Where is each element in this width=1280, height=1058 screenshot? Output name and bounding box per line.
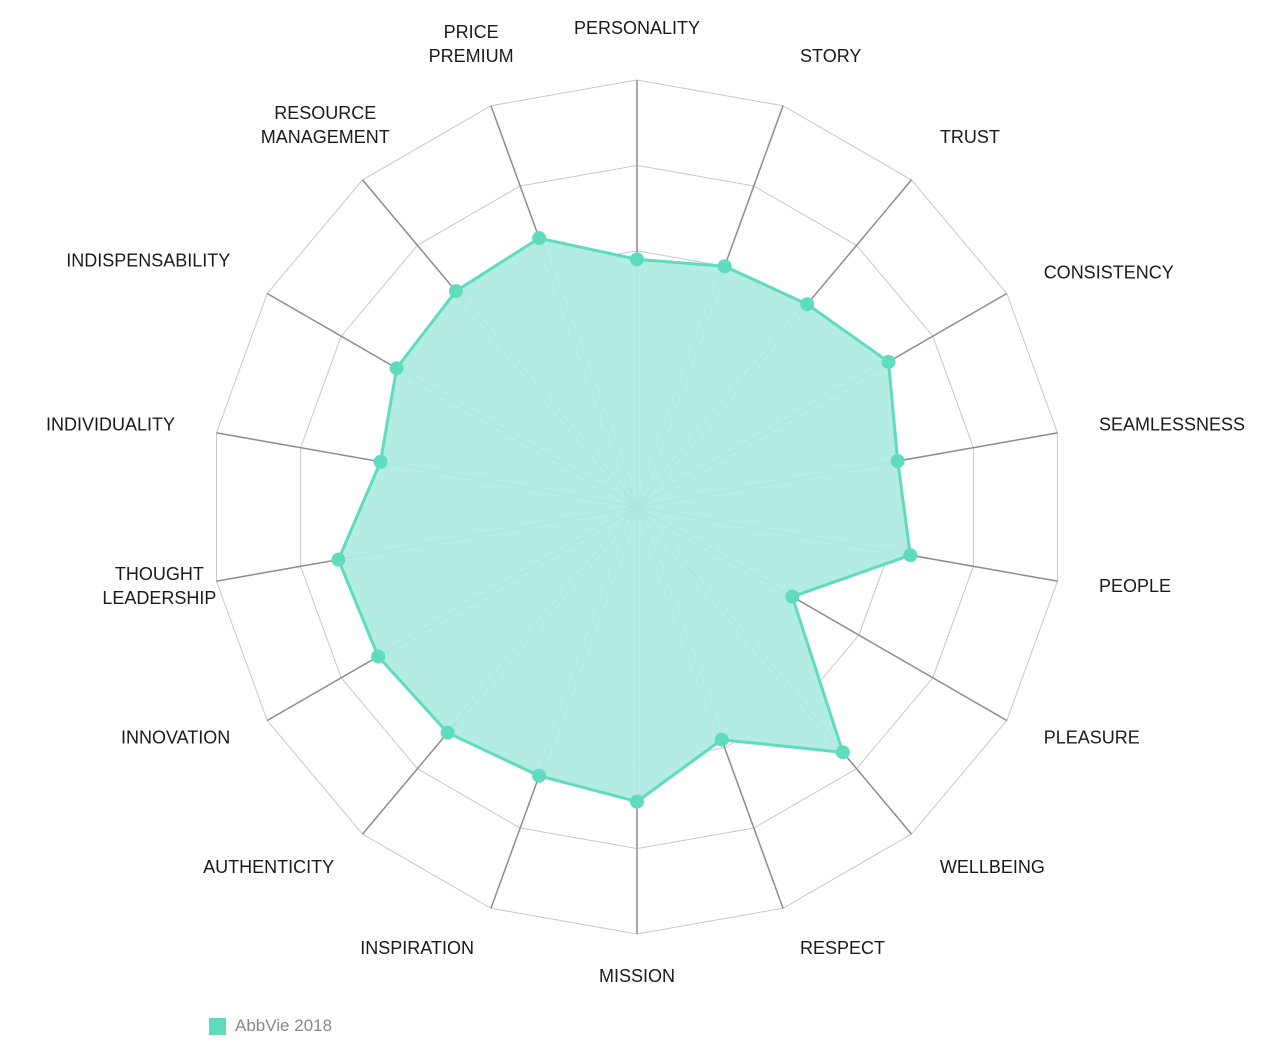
legend-label: AbbVie 2018 bbox=[235, 1016, 333, 1035]
data-point[interactable] bbox=[532, 768, 547, 783]
axis-label: INDIVIDUALITY bbox=[46, 414, 175, 434]
axis-label: CONSISTENCY bbox=[1044, 263, 1174, 283]
axis-label: PLEASURE bbox=[1044, 728, 1140, 748]
data-point[interactable] bbox=[371, 649, 386, 664]
point-layer bbox=[331, 231, 918, 809]
axis-label: THOUGHT LEADERSHIP bbox=[102, 564, 216, 608]
axis-label: RESPECT bbox=[800, 938, 885, 958]
axis-label: MISSION bbox=[599, 966, 675, 986]
data-point[interactable] bbox=[448, 284, 463, 299]
axis-label: PEOPLE bbox=[1099, 576, 1171, 596]
series-layer bbox=[336, 236, 912, 804]
data-point[interactable] bbox=[881, 354, 896, 369]
data-point[interactable] bbox=[800, 297, 815, 312]
data-point[interactable] bbox=[714, 732, 729, 747]
data-point[interactable] bbox=[331, 552, 346, 567]
series-area bbox=[336, 236, 912, 804]
axis-label: PRICE PREMIUM bbox=[429, 22, 514, 66]
data-point[interactable] bbox=[785, 589, 800, 604]
data-point[interactable] bbox=[903, 548, 918, 563]
data-point[interactable] bbox=[373, 454, 388, 469]
axis-labels: PERSONALITY STORY TRUST CONSISTENCY SEAMLESS… bbox=[46, 18, 1245, 986]
axis-label: SEAMLESSNESS bbox=[1099, 414, 1245, 434]
axis-label: RESOURCE MANAGEMENT bbox=[261, 103, 390, 147]
axis-label: INDISPENSABILITY bbox=[66, 251, 230, 271]
legend-swatch bbox=[209, 1017, 226, 1035]
axis-label: AUTHENTICITY bbox=[203, 857, 334, 877]
data-point[interactable] bbox=[630, 794, 644, 809]
data-point[interactable] bbox=[717, 259, 732, 274]
data-point[interactable] bbox=[532, 231, 547, 246]
data-point[interactable] bbox=[440, 725, 455, 740]
axis-label: PERSONALITY bbox=[574, 18, 700, 38]
axis-label: TRUST bbox=[940, 127, 1000, 147]
legend: AbbVie 2018 bbox=[209, 1015, 332, 1037]
axis-label: INNOVATION bbox=[121, 728, 230, 748]
data-point[interactable] bbox=[835, 745, 850, 760]
data-point[interactable] bbox=[890, 454, 905, 469]
data-point[interactable] bbox=[630, 252, 644, 267]
axis-label: INSPIRATION bbox=[360, 938, 474, 958]
axis-label: WELLBEING bbox=[940, 857, 1045, 877]
data-point[interactable] bbox=[389, 361, 404, 376]
axis-label: STORY bbox=[800, 46, 861, 66]
